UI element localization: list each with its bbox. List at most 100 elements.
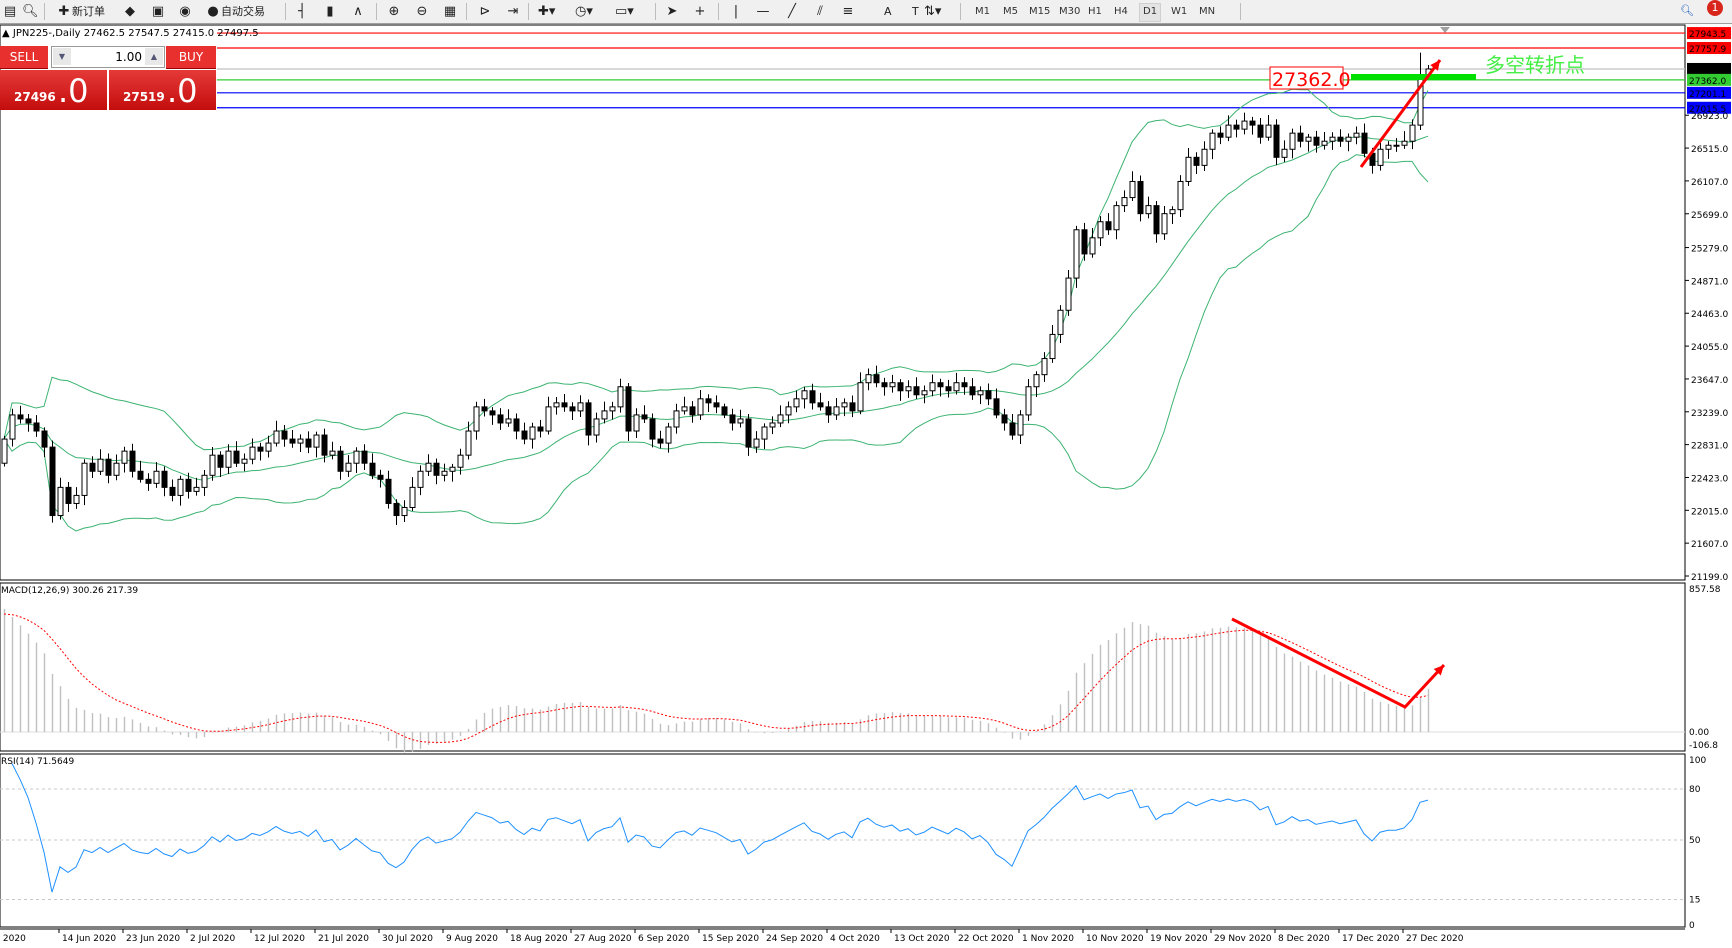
candle	[257, 442, 264, 461]
candle	[1409, 119, 1416, 150]
candle-body	[1001, 414, 1008, 424]
vertical-line-button[interactable]: |	[728, 2, 744, 21]
text-label-button[interactable]: T	[896, 2, 919, 21]
candle	[921, 385, 928, 404]
auto-trading-button[interactable]: ● 自动交易	[205, 2, 265, 21]
buy-button[interactable]: BUY	[166, 46, 216, 69]
zoom-window-button[interactable]: 🔍︎	[22, 2, 39, 21]
sell-button[interactable]: SELL	[0, 46, 48, 69]
candle	[129, 443, 136, 478]
zoom-out-button[interactable]: ⊖	[414, 2, 430, 21]
pivot-marker-bar	[1351, 74, 1476, 80]
terminal-button[interactable]: ▣	[150, 2, 166, 21]
candle-body	[145, 478, 152, 484]
candle-body	[489, 410, 496, 416]
candle-body	[1161, 213, 1168, 235]
candle-body	[57, 486, 64, 517]
indicators-button[interactable]: ✚▾	[538, 2, 555, 21]
candle-body	[1201, 148, 1208, 166]
candle	[961, 377, 968, 395]
text-button[interactable]: A	[868, 2, 892, 21]
timeframe-w1[interactable]: W1	[1171, 6, 1188, 17]
price-annotation-box	[1269, 66, 1344, 90]
candle	[889, 374, 896, 393]
candle	[1105, 213, 1112, 235]
new-window-button[interactable]: ▤	[2, 2, 18, 21]
candle-body	[233, 450, 240, 464]
line-chart-button[interactable]: ∧	[350, 2, 366, 21]
toolbar-label: A	[884, 5, 892, 18]
candle	[273, 420, 280, 447]
timeframe-m15[interactable]: M15	[1029, 6, 1051, 17]
candle-body	[153, 470, 160, 484]
candle	[825, 401, 832, 423]
candle	[705, 394, 712, 413]
signal-button[interactable]: ◉	[177, 2, 193, 21]
lot-increase-icon[interactable]: ▲	[145, 48, 163, 65]
candle	[1401, 131, 1408, 149]
crosshair-button[interactable]: +	[692, 2, 708, 21]
bar-chart-button[interactable]: ┤	[294, 2, 310, 21]
candle	[337, 445, 344, 480]
templates-icon: ▭▾	[615, 4, 634, 19]
timeframe-h4[interactable]: H4	[1114, 6, 1128, 17]
lot-value[interactable]: 1.00	[115, 50, 142, 64]
horizontal-line-button[interactable]: —	[755, 2, 771, 21]
candle	[193, 477, 200, 496]
chart-shift-button[interactable]: ⊳	[477, 2, 493, 21]
candle-body	[225, 450, 232, 468]
candle	[809, 383, 816, 410]
lot-size-input[interactable]: ▼ 1.00 ▲	[51, 46, 165, 68]
timeframe-m1[interactable]: M1	[975, 6, 990, 17]
candle	[465, 421, 472, 460]
zoom-in-button[interactable]: ⊕	[386, 2, 402, 21]
timeframe-d1[interactable]: D1	[1139, 3, 1162, 22]
timeframe-m30[interactable]: M30	[1059, 6, 1081, 17]
candle-body	[601, 410, 608, 420]
periods-button[interactable]: ◷▾	[575, 2, 593, 21]
candle-body	[129, 450, 136, 472]
sell-price-button[interactable]: 27496 .0	[0, 70, 107, 110]
notification-badge[interactable]: 1	[1707, 0, 1723, 16]
price-label-box	[1687, 62, 1731, 75]
collapse-triangle-icon[interactable]: ▲	[2, 28, 13, 39]
candle-body	[961, 382, 968, 388]
fibonacci-button[interactable]: ≡	[840, 2, 856, 21]
candle-body	[889, 382, 896, 388]
candle	[1113, 201, 1120, 240]
candle	[969, 378, 976, 400]
arrows-button[interactable]: ⇅▾	[924, 2, 941, 21]
candle-body	[385, 478, 392, 504]
metaeditor-button[interactable]: ◆	[122, 2, 138, 21]
timeframe-h1[interactable]: H1	[1088, 6, 1102, 17]
candle	[1233, 119, 1240, 138]
candle	[385, 470, 392, 509]
new-order-icon: ✚	[58, 4, 70, 19]
candle	[849, 395, 856, 418]
buy-price-button[interactable]: 27519 .0	[109, 70, 216, 110]
search-icon[interactable]: 🔍︎	[1680, 4, 1694, 17]
candle-body	[1169, 209, 1176, 215]
tile-windows-button[interactable]: ▦	[442, 2, 458, 21]
autoscroll-button[interactable]: ⇥	[505, 2, 521, 21]
price-axis-label: 25699.0	[1691, 211, 1728, 221]
candle-body	[777, 414, 784, 424]
lot-decrease-icon[interactable]: ▼	[53, 48, 71, 65]
candle-body	[505, 418, 512, 424]
candlestick-button[interactable]: ▮	[322, 2, 338, 21]
sell-price-main: 27496	[14, 90, 56, 104]
templates-button[interactable]: ▭▾	[615, 2, 634, 21]
toolbar-label: 新订单	[72, 5, 105, 18]
candle-body	[1281, 148, 1288, 158]
candle-body	[209, 454, 216, 476]
candle-body	[265, 442, 272, 452]
equidistant-channel-button[interactable]: ⫽	[812, 2, 828, 21]
timeframe-m5[interactable]: M5	[1003, 6, 1018, 17]
candle-body	[689, 406, 696, 416]
cursor-button[interactable]: ➤	[664, 2, 680, 21]
timeframe-mn[interactable]: MN	[1199, 6, 1216, 17]
trendline-button[interactable]: ╱	[784, 2, 800, 21]
date-axis-label: 23 Jun 2020	[126, 934, 180, 944]
new-order-button[interactable]: ✚ 新订单	[56, 2, 105, 21]
